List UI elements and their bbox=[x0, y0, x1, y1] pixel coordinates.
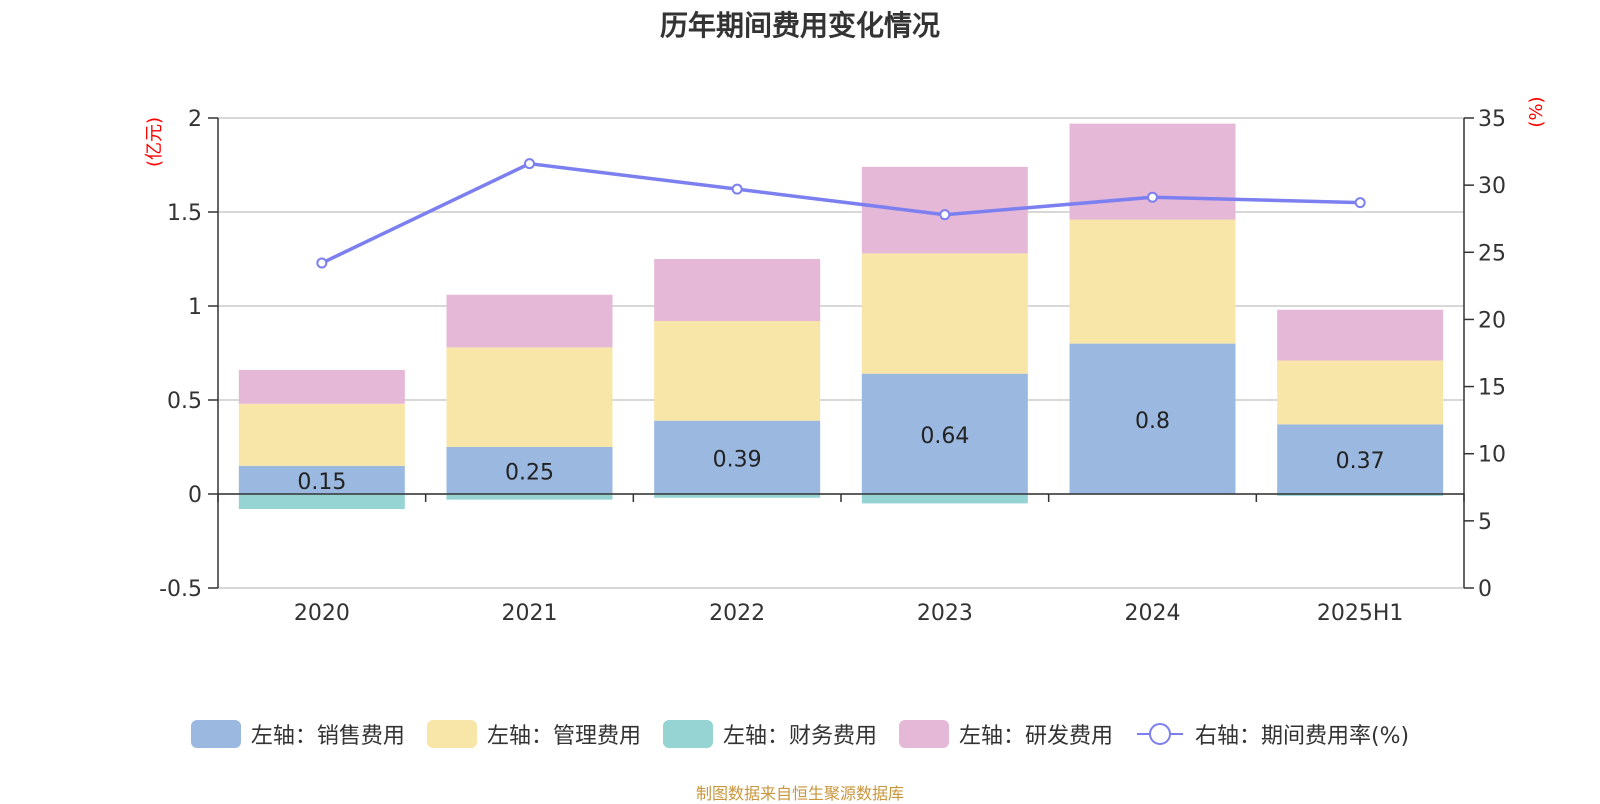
rate-point bbox=[1147, 191, 1158, 203]
legend-item-finance[interactable]: 左轴：财务费用 bbox=[662, 718, 877, 750]
x-tick-label: 2022 bbox=[709, 601, 765, 626]
bar-admin bbox=[654, 321, 821, 421]
right-tick-label: 35 bbox=[1478, 107, 1506, 132]
right-tick-label: 30 bbox=[1478, 174, 1506, 199]
rate-point bbox=[939, 209, 951, 221]
bar-finance bbox=[1277, 494, 1444, 496]
bar-rnd bbox=[1069, 123, 1236, 220]
right-tick-label: 5 bbox=[1478, 510, 1492, 535]
x-tick-label: 2023 bbox=[917, 601, 973, 626]
bar-rnd bbox=[654, 259, 821, 322]
right-tick-label: 25 bbox=[1478, 241, 1506, 266]
legend-label-admin: 左轴：管理费用 bbox=[486, 724, 641, 749]
legend-line-marker-icon bbox=[1136, 723, 1183, 745]
legend-label-finance: 左轴：财务费用 bbox=[722, 724, 877, 749]
legend-swatch-rnd bbox=[898, 720, 949, 748]
x-tick-label: 2025H1 bbox=[1317, 601, 1404, 626]
bar-sales bbox=[446, 447, 613, 494]
legend-item-admin[interactable]: 左轴：管理费用 bbox=[426, 718, 641, 750]
left-tick-label: 1 bbox=[188, 295, 202, 320]
legend-item-sales[interactable]: 左轴：销售费用 bbox=[190, 718, 405, 750]
bar-rnd bbox=[1277, 309, 1444, 361]
bar-finance bbox=[861, 494, 1028, 504]
bar-admin bbox=[1277, 360, 1444, 425]
left-tick-label: -0.5 bbox=[159, 577, 202, 602]
left-axis-unit-label: (亿元) bbox=[144, 117, 165, 167]
x-tick-label: 2020 bbox=[294, 601, 350, 626]
legend-label-sales: 左轴：销售费用 bbox=[250, 724, 405, 749]
right-tick-label: 15 bbox=[1478, 376, 1506, 401]
rate-point bbox=[731, 183, 743, 195]
legend-label-rnd: 左轴：研发费用 bbox=[958, 724, 1113, 749]
left-tick-label: 0 bbox=[188, 483, 202, 508]
x-tick-label: 2021 bbox=[502, 601, 558, 626]
bar-sales bbox=[861, 373, 1028, 494]
bar-sales bbox=[1069, 343, 1236, 494]
x-tick-label: 2024 bbox=[1125, 601, 1181, 626]
bar-sales bbox=[654, 420, 821, 494]
bar-sales bbox=[238, 465, 405, 494]
bar-rnd bbox=[446, 294, 613, 348]
bar-sales bbox=[1277, 424, 1444, 494]
legend-item-rnd[interactable]: 左轴：研发费用 bbox=[898, 718, 1113, 750]
right-axis-unit-label: (%) bbox=[1526, 96, 1547, 127]
left-tick-label: 2 bbox=[188, 107, 202, 132]
legend-swatch-finance bbox=[662, 720, 713, 748]
legend-item-rate[interactable]: 右轴：期间费用率(%) bbox=[1135, 718, 1409, 750]
rate-point bbox=[316, 257, 328, 269]
right-tick-label: 0 bbox=[1478, 577, 1492, 602]
left-tick-label: 0.5 bbox=[167, 389, 202, 414]
legend-swatch-admin bbox=[426, 720, 477, 748]
data-label-sales: 0.39 bbox=[713, 447, 762, 472]
data-label-sales: 0.37 bbox=[1336, 449, 1385, 474]
bar-admin bbox=[1069, 219, 1236, 344]
rate-line bbox=[321, 161, 1361, 265]
bar-admin bbox=[446, 347, 613, 447]
left-tick-label: 1.5 bbox=[167, 201, 202, 226]
legend-swatch-sales bbox=[190, 720, 241, 748]
chart-legend: 左轴：销售费用 左轴：管理费用 左轴：财务费用 左轴：研发费用 右轴：期间费用率… bbox=[0, 718, 1600, 750]
rate-point bbox=[1354, 197, 1366, 209]
right-tick-label: 10 bbox=[1478, 443, 1506, 468]
data-label-sales: 0.64 bbox=[920, 424, 969, 449]
rate-point bbox=[524, 158, 535, 170]
bar-finance bbox=[446, 494, 613, 500]
chart-title: 历年期间费用变化情况 bbox=[659, 9, 940, 42]
bar-admin bbox=[861, 253, 1028, 374]
bar-finance bbox=[238, 494, 405, 510]
data-label-sales: 0.25 bbox=[505, 461, 554, 486]
legend-label-rate: 右轴：期间费用率(%) bbox=[1194, 724, 1410, 749]
bar-finance bbox=[654, 494, 821, 498]
right-tick-label: 20 bbox=[1478, 308, 1506, 333]
data-label-sales: 0.15 bbox=[297, 470, 346, 495]
bar-rnd bbox=[238, 369, 405, 404]
bar-admin bbox=[238, 403, 405, 466]
data-label-sales: 0.8 bbox=[1135, 409, 1170, 434]
source-note: 制图数据来自恒生聚源数据库 bbox=[695, 784, 904, 803]
